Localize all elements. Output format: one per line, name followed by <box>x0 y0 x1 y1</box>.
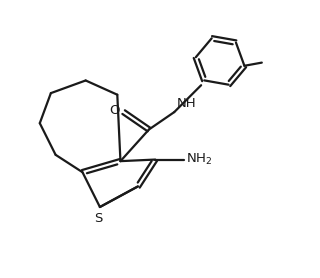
Text: S: S <box>94 212 102 225</box>
Text: NH: NH <box>177 96 196 110</box>
Text: O: O <box>109 104 120 117</box>
Text: NH$_2$: NH$_2$ <box>186 152 213 167</box>
